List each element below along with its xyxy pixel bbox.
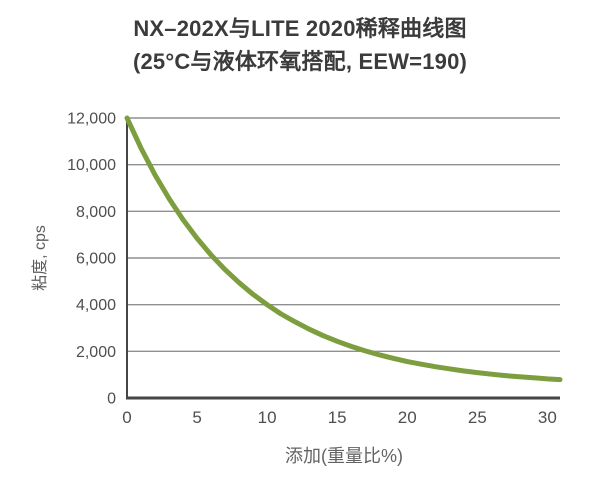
- x-tick-label: 20: [398, 408, 417, 427]
- dilution-curve: [124, 115, 563, 383]
- x-tick-label: 25: [468, 408, 487, 427]
- y-tick-label: 0: [107, 391, 116, 408]
- y-tick-label: 10,000: [67, 157, 116, 174]
- x-tick-label: 0: [122, 408, 131, 427]
- y-tick-label: 6,000: [76, 251, 116, 268]
- x-tick-label: 15: [328, 408, 347, 427]
- x-tick-label: 5: [192, 408, 201, 427]
- y-tick-label: 8,000: [76, 204, 116, 221]
- x-axis-title: 添加(重量比%): [285, 446, 403, 466]
- x-tick-label: 10: [258, 408, 277, 427]
- chart-title-line2: (25°C与液体环氧搭配, EEW=190): [132, 49, 468, 74]
- y-tick-label: 2,000: [76, 344, 116, 361]
- y-tick-label: 4,000: [76, 297, 116, 314]
- y-tick-label: 12,000: [67, 111, 116, 128]
- x-tick-label: 30: [538, 408, 557, 427]
- chart-title-line1: NX–202X与LITE 2020稀释曲线图: [133, 16, 467, 41]
- chart-title: NX–202X与LITE 2020稀释曲线图 (25°C与液体环氧搭配, EEW…: [0, 12, 600, 78]
